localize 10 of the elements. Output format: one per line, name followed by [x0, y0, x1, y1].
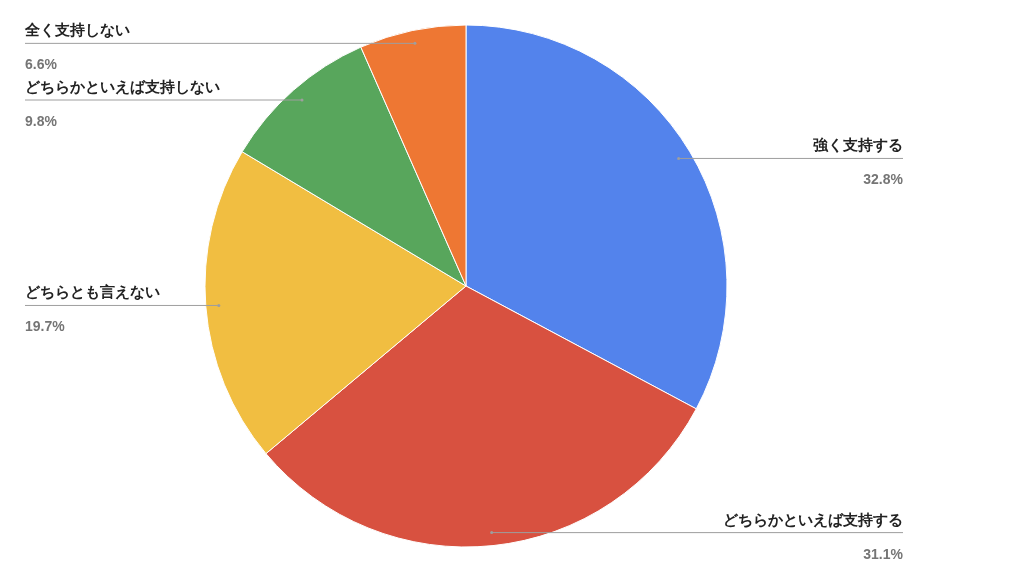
data-label: 19.7%: [25, 318, 66, 335]
data-label: 31.1%: [863, 545, 904, 562]
slice-label: 強く支持する: [813, 136, 903, 155]
slice-label: 全く支持しない: [24, 21, 130, 39]
data-label: 32.8%: [863, 171, 904, 188]
data-label: 9.8%: [25, 113, 58, 130]
slice-label: どちらかといえば支持する: [723, 510, 903, 529]
slice-label: どちらとも言えない: [25, 283, 160, 301]
slice-label: どちらかといえば支持しない: [25, 78, 220, 96]
data-label: 6.6%: [25, 56, 58, 73]
